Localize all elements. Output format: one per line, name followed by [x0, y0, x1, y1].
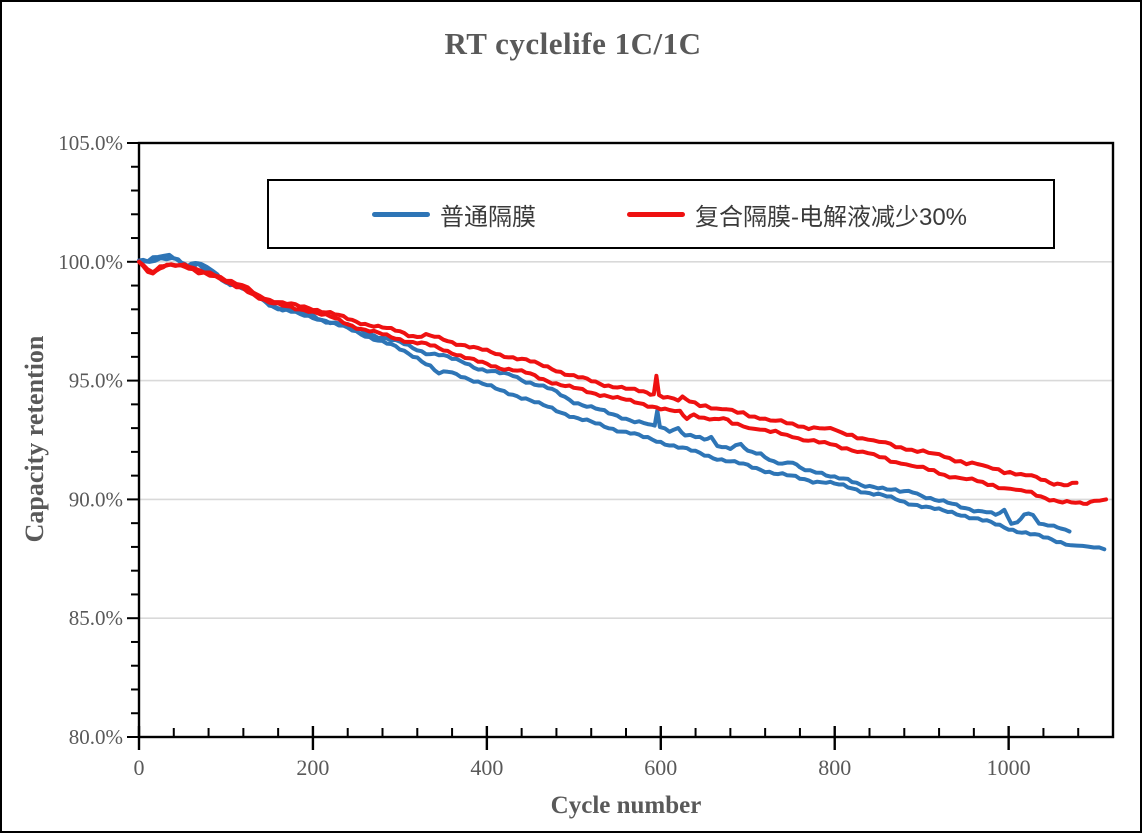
y-tick-label: 80.0%: [69, 725, 123, 749]
series-curve-red-1: [137, 259, 1079, 488]
legend-label: 普通隔膜: [440, 203, 536, 231]
x-tick-label: 800: [818, 755, 851, 780]
y-tick-label: 105.0%: [58, 131, 123, 155]
y-tick-label: 85.0%: [69, 606, 123, 630]
legend-line-swatch-red: [627, 211, 685, 217]
legend-item-ordinary-separator: 普通隔膜: [372, 181, 536, 247]
series-curve-blue-2: [137, 255, 1107, 552]
y-tick-label: 90.0%: [69, 487, 123, 511]
y-axis-title: Capacity retention: [20, 335, 49, 543]
x-tick-label: 400: [470, 755, 503, 780]
x-tick-label: 1000: [987, 755, 1031, 780]
legend-line-swatch-blue: [372, 211, 430, 217]
y-tick-label: 100.0%: [58, 250, 123, 274]
legend-label: 复合隔膜-电解液减少30%: [695, 203, 968, 231]
x-axis-title: Cycle number: [550, 792, 702, 819]
y-tick-label: 95.0%: [69, 369, 123, 393]
x-tick-label: 200: [296, 755, 329, 780]
x-tick-label: 0: [134, 755, 145, 780]
legend-item-composite-separator: 复合隔膜-电解液减少30%: [627, 181, 967, 247]
chart-title: RT cyclelife 1C/1C: [444, 26, 702, 61]
series-curve-red-2: [137, 259, 1108, 506]
legend: 普通隔膜 复合隔膜-电解液减少30%: [267, 179, 1055, 249]
x-tick-label: 600: [644, 755, 677, 780]
series-curve-blue-1: [137, 252, 1072, 534]
